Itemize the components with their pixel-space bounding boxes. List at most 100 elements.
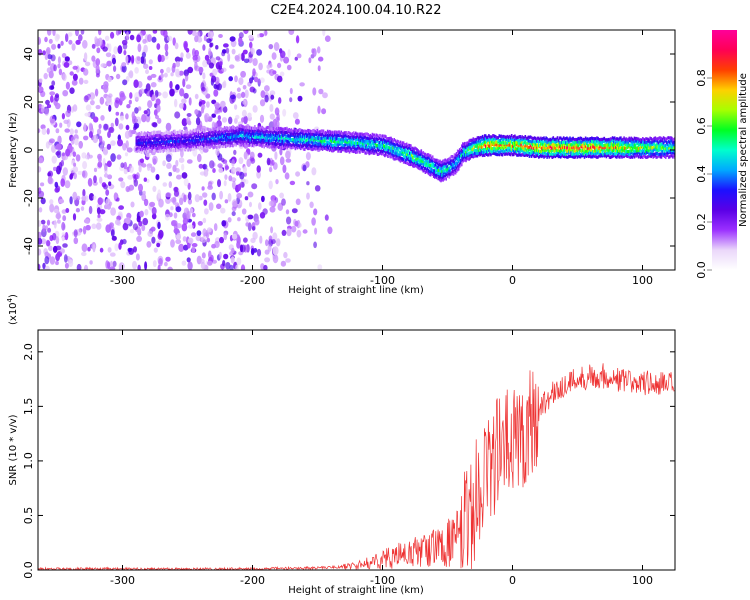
heatmap-cell xyxy=(564,152,566,156)
heatmap-cell xyxy=(622,152,624,156)
heatmap-cell xyxy=(533,136,536,140)
heatmap-cell xyxy=(422,159,425,164)
heatmap-cell xyxy=(206,142,208,146)
heatmap-cell xyxy=(646,155,648,159)
heatmap-cell xyxy=(136,135,139,139)
heatmap-cell xyxy=(257,126,259,130)
heatmap-cell xyxy=(611,154,614,158)
heatmap-cell xyxy=(274,107,280,116)
heatmap-cell xyxy=(348,150,351,154)
heatmap-cell xyxy=(473,138,476,142)
heatmap-cell xyxy=(325,131,328,135)
heatmap-cell xyxy=(306,145,308,149)
heatmap-cell xyxy=(144,208,149,216)
heatmap-cell xyxy=(516,136,518,140)
heatmap-cell xyxy=(519,135,521,139)
heatmap-cell xyxy=(296,146,299,150)
heatmap-cell xyxy=(121,64,127,73)
heatmap-cell xyxy=(356,142,358,146)
heatmap-cell xyxy=(613,145,616,149)
heatmap-cell xyxy=(438,171,440,176)
heatmap-cell xyxy=(228,135,230,139)
heatmap-cell xyxy=(386,145,388,149)
heatmap-cell xyxy=(576,137,579,142)
heatmap-cell xyxy=(488,153,490,157)
heatmap-cell xyxy=(315,132,317,136)
heatmap-cell xyxy=(127,247,132,252)
heatmap-cell xyxy=(558,140,561,144)
heatmap-cell xyxy=(288,134,290,138)
heatmap-cell xyxy=(218,127,221,131)
heatmap-cell xyxy=(319,140,322,144)
heatmap-cell xyxy=(444,162,446,166)
heatmap-cell xyxy=(670,150,672,154)
heatmap-cell xyxy=(578,150,581,155)
heatmap-cell xyxy=(348,135,351,139)
heatmap-cell xyxy=(595,145,597,149)
heatmap-cell xyxy=(522,142,524,146)
heatmap-cell xyxy=(608,143,611,148)
heatmap-cell xyxy=(315,146,317,150)
heatmap-cell xyxy=(156,138,158,142)
heatmap-cell xyxy=(389,136,391,140)
heatmap-cell xyxy=(464,158,466,162)
heatmap-cell xyxy=(503,141,506,145)
heatmap-cell xyxy=(365,132,367,136)
heatmap-cell xyxy=(157,133,159,137)
heatmap-cell xyxy=(154,146,156,150)
heatmap-cell xyxy=(382,141,384,145)
heatmap-cell xyxy=(600,137,602,141)
heatmap-cell xyxy=(606,148,609,152)
heatmap-cell xyxy=(659,139,662,143)
heatmap-cell xyxy=(661,145,664,149)
heatmap-cell xyxy=(420,165,423,170)
heatmap-cell xyxy=(181,140,183,144)
heatmap-cell xyxy=(369,140,372,144)
heatmap-cell xyxy=(271,138,274,142)
heatmap-cell xyxy=(423,169,426,173)
heatmap-cell xyxy=(624,138,626,142)
heatmap-cell xyxy=(405,142,408,146)
heatmap-cell xyxy=(248,138,251,142)
heatmap-cell xyxy=(599,154,601,158)
heatmap-cell xyxy=(532,141,535,145)
heatmap-cell xyxy=(507,135,510,140)
heatmap-cell xyxy=(315,136,317,140)
heatmap-cell xyxy=(55,151,61,156)
heatmap-cell xyxy=(164,141,167,145)
heatmap-cell xyxy=(250,157,256,164)
heatmap-cell xyxy=(450,163,453,167)
x-tick-label: 0 xyxy=(509,274,516,287)
heatmap-cell xyxy=(483,137,486,141)
heatmap-cell xyxy=(629,143,632,147)
heatmap-cell xyxy=(535,148,538,152)
heatmap-cell xyxy=(508,138,511,143)
heatmap-cell xyxy=(471,142,473,146)
heatmap-cell xyxy=(287,49,291,58)
heatmap-cell xyxy=(393,142,395,147)
heatmap-cell xyxy=(655,137,658,141)
heatmap-cell xyxy=(498,153,501,157)
heatmap-cell xyxy=(619,155,621,159)
heatmap-cell xyxy=(367,144,369,148)
heatmap-cell xyxy=(608,148,611,152)
heatmap-cell xyxy=(633,155,636,159)
heatmap-cell xyxy=(402,154,405,158)
spectrogram-y-axis-label: Frequency (Hz) xyxy=(8,112,19,188)
heatmap-cell xyxy=(126,104,131,109)
heatmap-cell xyxy=(408,149,410,153)
heatmap-cell xyxy=(309,129,311,133)
heatmap-cell xyxy=(152,155,158,165)
heatmap-cell xyxy=(64,56,70,62)
heatmap-cell xyxy=(270,94,275,100)
heatmap-cell xyxy=(51,155,57,164)
heatmap-cell xyxy=(483,140,486,144)
heatmap-cell xyxy=(603,143,606,148)
heatmap-cell xyxy=(312,48,317,57)
heatmap-cell xyxy=(301,141,304,146)
heatmap-cell xyxy=(208,128,210,132)
heatmap-cell xyxy=(169,138,172,142)
heatmap-cell xyxy=(494,138,496,142)
heatmap-cell xyxy=(647,149,649,153)
heatmap-cell xyxy=(339,149,341,153)
